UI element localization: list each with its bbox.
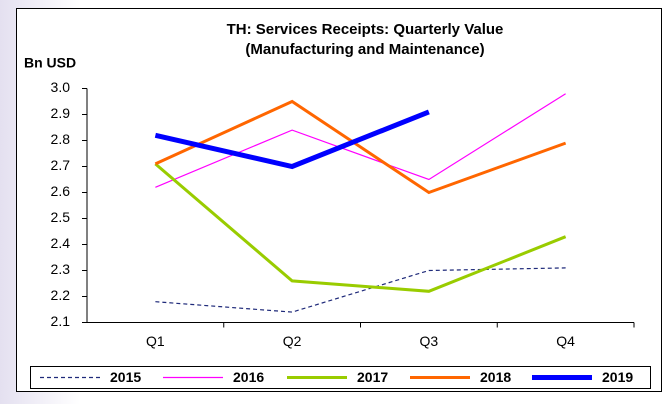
- series-line: [154, 109, 430, 170]
- legend-label: 2018: [480, 369, 511, 385]
- y-tick-label: 2.7: [51, 157, 71, 173]
- legend-label: 2016: [233, 369, 264, 385]
- legend-label: 2015: [110, 369, 141, 385]
- y-tick-label: 2.6: [51, 183, 71, 199]
- y-tick-label: 3.0: [51, 79, 71, 95]
- y-tick-label: 2.9: [51, 105, 71, 121]
- y-tick-label: 2.3: [51, 261, 71, 277]
- chart-title: TH: Services Receipts: Quarterly Value: [227, 21, 504, 38]
- chart-frame: [16, 8, 662, 392]
- legend-box: [30, 366, 651, 389]
- y-tick-label: 2.5: [51, 209, 71, 225]
- legend-label: 2019: [602, 369, 633, 385]
- x-tick-label: Q4: [556, 333, 575, 349]
- series-line: [154, 99, 567, 195]
- x-tick-label: Q2: [283, 333, 302, 349]
- x-tick-label: Q3: [420, 333, 439, 349]
- series-line: [154, 162, 567, 293]
- legend-label: 2017: [357, 369, 388, 385]
- y-tick-label: 2.8: [51, 131, 71, 147]
- y-tick-label: 2.4: [51, 235, 71, 251]
- series-line: [155, 93, 566, 188]
- x-tick-label: Q1: [146, 333, 165, 349]
- chart-title: (Manufacturing and Maintenance): [245, 41, 484, 58]
- y-tick-label: 2.2: [51, 287, 71, 303]
- y-tick-label: 2.1: [51, 313, 71, 329]
- y-axis-label: Bn USD: [24, 55, 76, 71]
